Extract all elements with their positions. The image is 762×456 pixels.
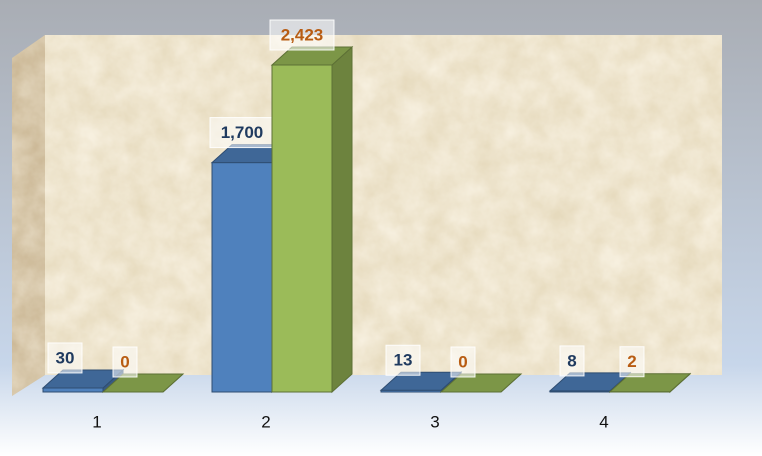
value-label-box [269, 19, 335, 51]
bar-top [270, 46, 354, 66]
x-tick-label: 2 [261, 412, 270, 431]
bar-front [211, 162, 273, 393]
value-label-box [209, 117, 275, 149]
value-label: 1,700 [221, 123, 264, 142]
bar [101, 373, 185, 393]
bar [439, 373, 523, 393]
value-label-box [47, 342, 83, 374]
value-label-box [619, 346, 645, 378]
value-label: 13 [394, 351, 413, 370]
value-label: 2,423 [281, 25, 324, 44]
value-label: 30 [56, 348, 75, 367]
back-wall-texture [45, 35, 722, 375]
x-tick-label: 3 [430, 412, 439, 431]
bar [41, 368, 125, 394]
x-tick-label: 1 [92, 412, 101, 431]
value-label-box [112, 346, 138, 378]
value-label: 2 [627, 352, 636, 371]
bar [270, 45, 354, 394]
bar-front [42, 387, 104, 393]
value-label-box [450, 346, 476, 378]
bar-top [439, 373, 523, 393]
value-label-box [559, 345, 585, 377]
value-label: 0 [120, 352, 129, 371]
bar-side [331, 45, 353, 394]
x-tick-label: 4 [599, 412, 608, 431]
bar-top [608, 373, 692, 393]
side-wall-texture [12, 35, 45, 396]
bar-front [271, 64, 333, 393]
value-label-box [385, 344, 421, 376]
value-label: 8 [567, 351, 576, 370]
bar [608, 372, 692, 394]
value-label: 0 [458, 352, 467, 371]
bar-top [101, 373, 185, 393]
